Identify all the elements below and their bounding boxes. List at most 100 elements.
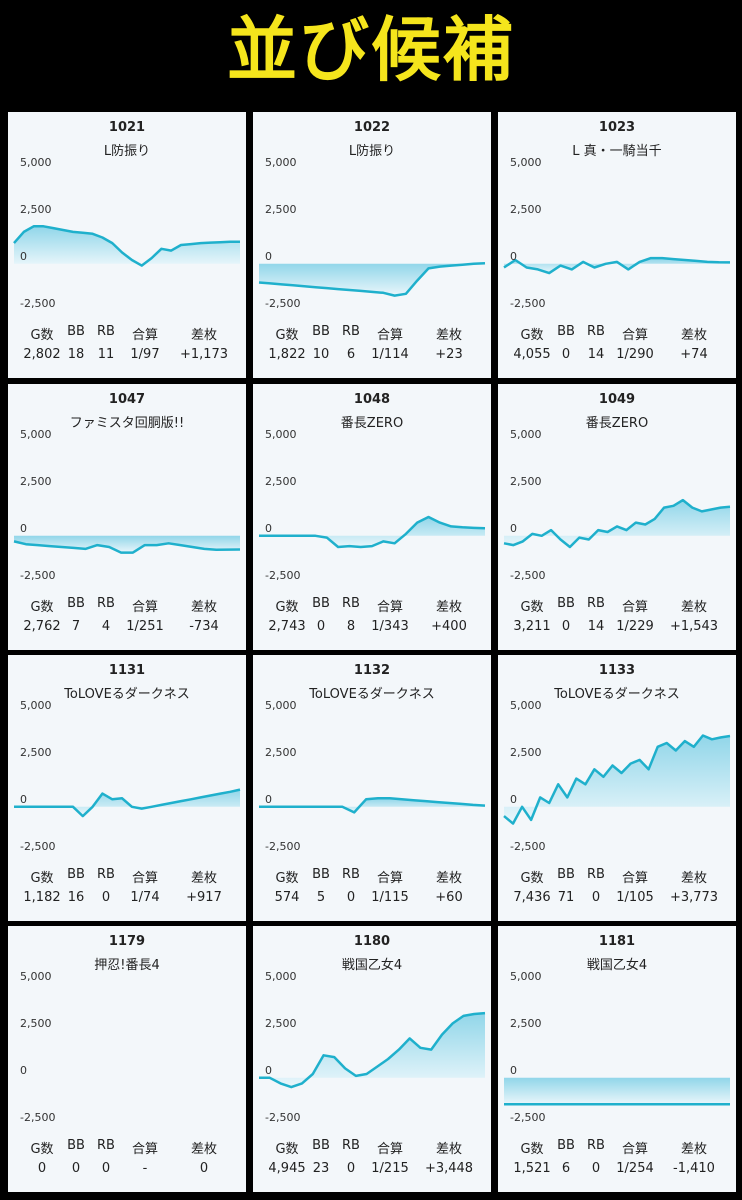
y-tick-label: -2,500	[20, 568, 56, 582]
y-tick-label: -2,500	[265, 568, 301, 582]
y-tick-label: 2,500	[265, 745, 297, 759]
stats-value: -	[142, 1161, 148, 1176]
machine-name: ToLOVEるダークネス	[64, 687, 190, 702]
y-tick-label: 2,500	[510, 1016, 542, 1030]
machine-card: 1131 ToLOVEるダークネス 5,000 2,500 0 -2,500 G数 1,182…	[8, 655, 246, 921]
y-tick-label: -2,500	[20, 296, 56, 310]
difference-chart	[504, 1077, 730, 1106]
stats-value: 0	[561, 347, 571, 362]
machine-number: 1022	[353, 120, 391, 135]
stats-value: 71	[557, 890, 575, 905]
stats-value: 1/229	[616, 619, 654, 634]
machine-card: 1021 L防振り 5,000 2,500 0 -2,500 G数 2,802 BB 18 RB 11…	[8, 112, 246, 378]
stats-value: 0	[346, 1161, 356, 1176]
stats-value: +23	[435, 347, 463, 362]
stats-table: G数 2,743 BB 0 RB 8 合算 1/343 差枚 +400	[259, 596, 485, 640]
y-tick-label: 5,000	[265, 699, 297, 712]
stats-value: 1/97	[130, 347, 160, 362]
stats-value: 14	[587, 619, 605, 634]
chart-line	[259, 515, 486, 549]
y-tick-label: 0	[510, 792, 517, 806]
stats-table: G数 3,211 BB 0 RB 14 合算 1/229 差枚 +1,543	[504, 596, 730, 640]
y-tick-label: 2,500	[265, 474, 297, 488]
y-tick-label: 0	[20, 249, 27, 263]
difference-chart	[503, 734, 731, 825]
machine-number: 1133	[598, 663, 636, 678]
chart-line	[259, 1011, 486, 1089]
stats-header: G数	[30, 1142, 54, 1157]
stats-value: 1/74	[130, 890, 160, 905]
page-title: 並び候補	[227, 9, 515, 91]
y-tick-label: 2,500	[510, 474, 542, 488]
stats-value: 2,762	[23, 619, 61, 634]
stats-value: 4,055	[513, 347, 551, 362]
stats-header: G数	[275, 1142, 299, 1157]
stats-header: G数	[520, 871, 544, 886]
stats-header: BB	[67, 867, 85, 882]
difference-chart	[259, 1011, 486, 1089]
stats-header: BB	[557, 867, 575, 882]
machine-number: 1132	[353, 663, 391, 678]
stats-header: RB	[97, 1138, 115, 1153]
y-tick-label: 0	[265, 249, 272, 263]
stats-header: 差枚	[680, 600, 707, 615]
stats-value: 1/254	[616, 1161, 654, 1176]
y-tick-label: -2,500	[265, 839, 301, 853]
y-tick-label: 2,500	[510, 202, 542, 216]
stats-header: 合算	[621, 1142, 648, 1157]
stats-header: 差枚	[190, 328, 217, 343]
stats-header: RB	[587, 596, 605, 611]
stats-header: RB	[342, 1138, 360, 1153]
machine-card: 1022 L防振り 5,000 2,500 0 -2,500 G数 1,822 BB 10 RB 6 合…	[253, 112, 491, 378]
chart-area	[14, 226, 240, 266]
y-tick-label: 0	[20, 792, 27, 806]
stats-value: 0	[346, 890, 356, 905]
stats-table: G数 4,055 BB 0 RB 14 合算 1/290 差枚 +74	[504, 324, 730, 368]
stats-header: BB	[312, 1138, 330, 1153]
chart-area	[14, 535, 240, 553]
y-tick-label: 5,000	[265, 428, 297, 441]
stats-value: 6	[561, 1161, 571, 1176]
y-tick-label: 5,000	[510, 156, 542, 169]
machine-number: 1047	[108, 392, 146, 407]
stats-header: 差枚	[190, 600, 217, 615]
machine-number: 1021	[108, 120, 146, 135]
stats-value: 5	[316, 890, 326, 905]
stats-value: 1/251	[126, 619, 164, 634]
stats-header: RB	[587, 1138, 605, 1153]
machine-name: 番長ZERO	[585, 416, 649, 431]
stats-header: 差枚	[680, 1142, 707, 1157]
stats-value: -1,410	[673, 1161, 715, 1176]
chart-area	[259, 263, 485, 296]
chart-line	[503, 256, 731, 275]
y-tick-label: 0	[265, 792, 272, 806]
machine-card: 1181 戦国乙女4 5,000 2,500 0 -2,500 G数 1,521 BB 6 RB 0 合…	[498, 926, 736, 1192]
chart-line	[258, 262, 486, 297]
chart-line	[14, 788, 241, 818]
stats-table: G数 2,762 BB 7 RB 4 合算 1/251 差枚 -734	[14, 596, 240, 640]
machine-name: 押忍!番長4	[94, 958, 160, 973]
stats-value: 0	[101, 890, 111, 905]
stats-value: 0	[561, 619, 571, 634]
machine-card: 1047 ファミスタ回胴版!! 5,000 2,500 0 -2,500 G数 2,762 BB…	[8, 384, 246, 650]
stats-value: 1,182	[23, 890, 61, 905]
y-tick-label: -2,500	[510, 296, 546, 310]
machine-number: 1049	[598, 392, 636, 407]
difference-chart	[258, 262, 486, 297]
stats-value: 0	[316, 619, 326, 634]
chart-line	[13, 225, 240, 267]
stats-value: -734	[189, 619, 219, 634]
stats-header: BB	[312, 596, 330, 611]
stats-value: 18	[67, 347, 85, 362]
y-tick-label: -2,500	[20, 839, 56, 853]
stats-header: BB	[312, 867, 330, 882]
machine-name: 戦国乙女4	[341, 958, 403, 973]
machine-number: 1181	[598, 934, 636, 949]
chart-area	[504, 1077, 730, 1105]
stats-value: 4	[101, 619, 111, 634]
machine-card: 1023 L 真・一騎当千 5,000 2,500 0 -2,500 G数 4,055 BB 0 R…	[498, 112, 736, 378]
chart-area	[259, 517, 485, 547]
y-tick-label: 0	[265, 1063, 272, 1077]
machine-number: 1023	[598, 120, 636, 135]
machine-number: 1179	[108, 934, 146, 949]
